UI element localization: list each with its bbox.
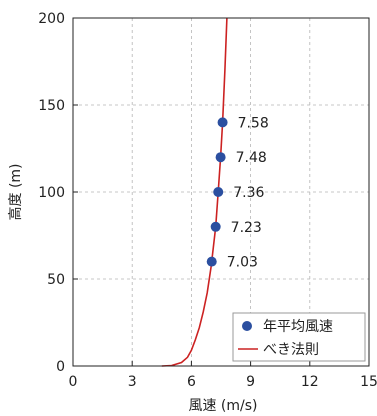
data-point — [217, 117, 228, 128]
y-tick-label: 50 — [47, 272, 65, 288]
y-tick-label: 100 — [38, 185, 65, 201]
grid-layer — [73, 18, 369, 366]
x-tick-label: 6 — [187, 374, 196, 390]
data-point — [206, 256, 217, 267]
legend-label-line: べき法則 — [263, 342, 319, 358]
y-axis-title: 高度 (m) — [7, 163, 24, 220]
x-tick-label: 9 — [246, 374, 255, 390]
legend: 年平均風速 べき法則 — [232, 312, 366, 362]
y-tick-label: 200 — [38, 11, 65, 27]
data-label: 7.58 — [238, 115, 269, 131]
x-tick-label: 3 — [128, 374, 137, 390]
data-point — [210, 221, 221, 232]
data-point — [213, 187, 224, 197]
power-law-curve — [161, 17, 228, 367]
legend-marker-scatter — [242, 321, 252, 331]
points-layer: 7.03 7.23 7.36 7.48 7.58 — [206, 115, 269, 271]
x-tick-label: 0 — [69, 374, 78, 390]
y-tick-label: 150 — [38, 98, 65, 114]
x-axis-title: 風速 (m/s) — [188, 398, 257, 414]
data-label: 7.48 — [236, 150, 267, 166]
legend-label-scatter: 年平均風速 — [263, 319, 333, 335]
data-label: 7.03 — [227, 255, 258, 271]
x-tick-label: 15 — [360, 374, 377, 390]
x-tick-label: 12 — [301, 374, 319, 390]
data-point — [215, 152, 226, 163]
data-label: 7.23 — [231, 220, 262, 236]
curve-layer — [161, 17, 228, 367]
data-label: 7.36 — [233, 185, 264, 201]
legend-box — [232, 312, 366, 362]
y-tick-label: 0 — [56, 359, 65, 375]
